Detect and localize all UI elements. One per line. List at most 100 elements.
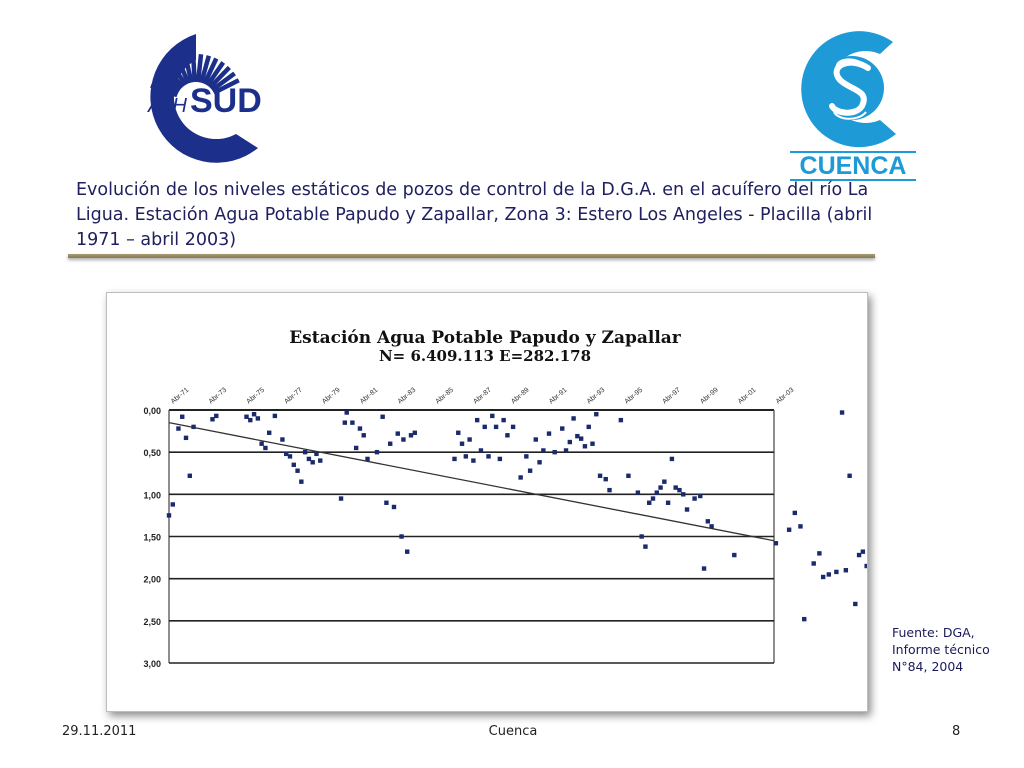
data-point	[467, 437, 472, 442]
data-point	[654, 490, 659, 495]
data-point	[635, 490, 641, 495]
data-points	[166, 410, 867, 622]
y-tick-label: 0,00	[143, 406, 161, 416]
data-point	[338, 496, 344, 501]
data-point	[380, 414, 385, 419]
alhsud-logo: ALH SUD	[147, 34, 262, 163]
data-point	[459, 441, 465, 446]
data-point	[586, 424, 591, 430]
data-point	[639, 534, 644, 539]
x-tick-label: Abr-91	[548, 387, 569, 406]
data-point	[864, 563, 867, 569]
logo-cuenca-s	[829, 59, 871, 116]
data-point	[626, 473, 631, 478]
logo-ray	[212, 78, 240, 95]
data-point	[607, 487, 612, 493]
x-tick-label: Abr-85	[434, 387, 455, 406]
x-tick-label: Abr-99	[699, 387, 720, 406]
data-point	[295, 468, 300, 473]
data-point	[853, 601, 858, 607]
data-point	[493, 424, 499, 430]
data-point	[692, 496, 697, 501]
data-point	[817, 551, 822, 556]
data-point	[374, 449, 380, 455]
y-tick-label: 3,00	[143, 659, 161, 669]
data-point	[597, 473, 603, 478]
data-point	[647, 500, 652, 505]
data-point	[537, 460, 542, 465]
data-point	[563, 448, 569, 453]
data-point	[669, 456, 675, 462]
data-point	[665, 500, 671, 505]
data-point	[251, 412, 257, 417]
x-tick-label: Abr-03	[775, 387, 796, 406]
data-point	[280, 437, 285, 442]
y-tick-label: 2,00	[143, 575, 161, 585]
data-point	[263, 445, 268, 451]
x-tick-label: Abr-01	[737, 387, 758, 406]
data-point	[826, 572, 832, 577]
data-point	[408, 433, 414, 438]
data-point	[482, 424, 487, 430]
data-point	[405, 549, 410, 554]
footer-date: 29.11.2011	[62, 724, 137, 739]
slide-title: Evolución de los niveles estáticos de po…	[76, 180, 873, 250]
data-point	[395, 431, 400, 436]
data-point	[533, 437, 538, 442]
x-tick-label: Abr-83	[397, 387, 418, 406]
data-point	[357, 426, 363, 431]
data-point	[541, 448, 546, 453]
data-point	[582, 444, 588, 449]
x-tick-label: Abr-89	[510, 387, 531, 406]
logo-c-shape	[150, 34, 258, 163]
data-point	[365, 456, 370, 462]
x-tick-label: Abr-75	[245, 387, 266, 406]
data-point	[571, 416, 576, 421]
data-point	[388, 441, 393, 446]
data-point	[267, 430, 272, 435]
logo-alh-text: ALH	[147, 95, 187, 117]
data-point	[658, 485, 663, 490]
data-point	[802, 616, 807, 622]
source-note: Fuente: DGA, Informe técnico N°84, 2004	[892, 624, 1018, 675]
data-point	[486, 454, 491, 459]
data-point	[291, 462, 296, 468]
y-tick-label: 1,00	[143, 490, 161, 500]
data-point	[210, 417, 215, 422]
data-point	[272, 413, 278, 419]
data-point	[643, 544, 648, 549]
data-point	[299, 479, 304, 484]
source-line-1: Fuente: DGA,	[892, 625, 975, 640]
cuenca-logo: CUENCA	[790, 31, 916, 181]
data-point	[384, 500, 389, 505]
data-point	[302, 449, 308, 455]
logo-cuenca-ring	[801, 31, 896, 148]
logo-ray	[195, 54, 204, 83]
data-point	[847, 473, 852, 478]
logo-cuenca-text: CUENCA	[800, 152, 907, 180]
data-point	[391, 504, 397, 510]
data-point	[501, 417, 506, 423]
data-point	[259, 441, 264, 446]
data-point	[350, 420, 355, 425]
title-divider	[68, 254, 875, 258]
logo-ray	[202, 57, 219, 85]
data-point	[344, 410, 349, 415]
data-point	[839, 410, 845, 415]
data-point	[471, 458, 476, 463]
data-point	[603, 476, 608, 482]
chart-title: Estación Agua Potable Papudo y Zapallar	[289, 328, 682, 348]
data-point	[546, 431, 552, 436]
data-point	[650, 496, 656, 501]
y-tick-label: 0,50	[143, 448, 161, 458]
x-tick-label: Abr-79	[321, 387, 342, 406]
data-point	[552, 449, 557, 455]
y-tick-label: 2,50	[143, 617, 161, 627]
data-point	[510, 424, 516, 430]
data-point	[578, 436, 584, 441]
x-axis-ticks: Abr-71 Abr-73 Abr-75 Abr-77 Abr-79 Abr-81 Abr-…	[170, 387, 796, 406]
data-point	[255, 416, 261, 421]
data-point	[187, 473, 192, 478]
data-point	[314, 451, 319, 457]
data-point	[673, 485, 678, 490]
